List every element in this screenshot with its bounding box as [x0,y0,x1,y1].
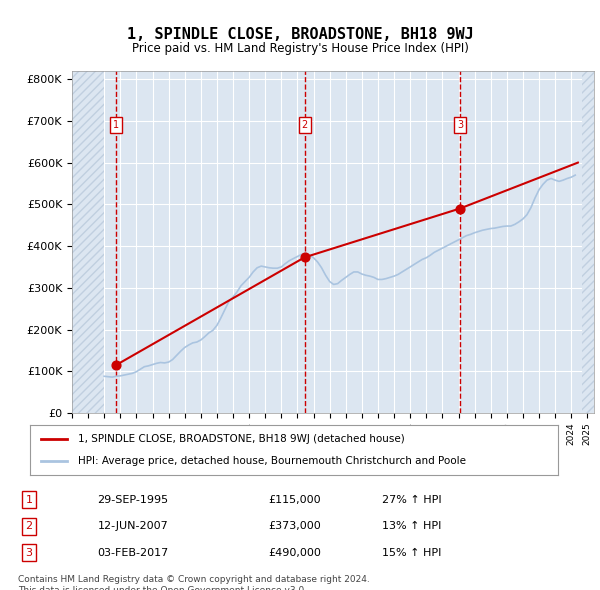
Text: 2: 2 [26,521,32,531]
Text: 27% ↑ HPI: 27% ↑ HPI [383,494,442,504]
Text: 1: 1 [113,120,119,130]
Text: £115,000: £115,000 [269,494,321,504]
Text: 3: 3 [457,120,463,130]
Text: 2: 2 [301,120,308,130]
Text: Price paid vs. HM Land Registry's House Price Index (HPI): Price paid vs. HM Land Registry's House … [131,42,469,55]
Text: HPI: Average price, detached house, Bournemouth Christchurch and Poole: HPI: Average price, detached house, Bour… [77,456,466,466]
Text: 1, SPINDLE CLOSE, BROADSTONE, BH18 9WJ: 1, SPINDLE CLOSE, BROADSTONE, BH18 9WJ [127,27,473,41]
Text: 13% ↑ HPI: 13% ↑ HPI [383,521,442,531]
Point [455,204,465,213]
Text: 12-JUN-2007: 12-JUN-2007 [97,521,168,531]
Text: £490,000: £490,000 [269,548,322,558]
Text: 1: 1 [26,494,32,504]
Text: 3: 3 [26,548,32,558]
Text: 15% ↑ HPI: 15% ↑ HPI [383,548,442,558]
Text: 29-SEP-1995: 29-SEP-1995 [97,494,169,504]
Text: 03-FEB-2017: 03-FEB-2017 [97,548,169,558]
Text: Contains HM Land Registry data © Crown copyright and database right 2024.
This d: Contains HM Land Registry data © Crown c… [18,575,370,590]
Point [300,253,310,262]
Text: £373,000: £373,000 [269,521,321,531]
Text: 1, SPINDLE CLOSE, BROADSTONE, BH18 9WJ (detached house): 1, SPINDLE CLOSE, BROADSTONE, BH18 9WJ (… [77,434,404,444]
Point [112,360,121,370]
